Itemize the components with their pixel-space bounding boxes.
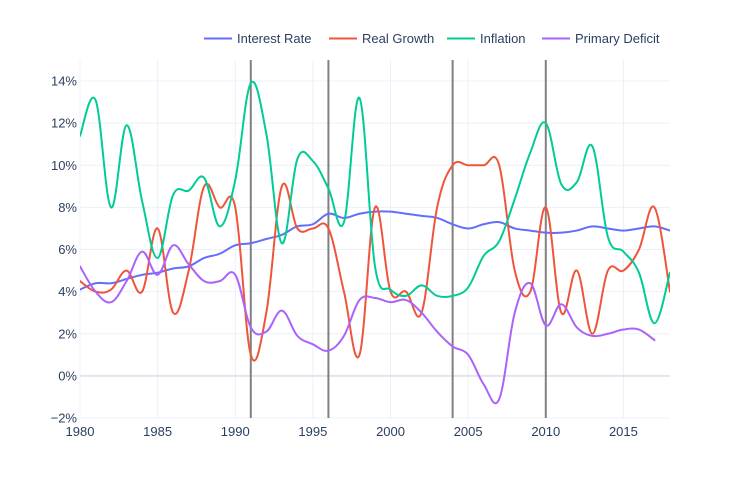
legend[interactable]: Interest Rate Real Growth Inflation Primary… (204, 31, 660, 46)
legend-label: Interest Rate (237, 31, 311, 46)
axes: 1980 1985 1990 1995 2000 2005 2010 2015 −2% 0% 2% 4… (51, 74, 638, 439)
legend-item-real-growth[interactable]: Real Growth (329, 31, 434, 46)
x-tick-label: 1990 (221, 424, 250, 439)
series-line-inflation (80, 80, 670, 325)
legend-item-inflation[interactable]: Inflation (447, 31, 526, 46)
x-tick-label: 2015 (609, 424, 638, 439)
series-line-real-growth (80, 155, 670, 362)
x-tick-label: 1980 (66, 424, 95, 439)
y-tick-label: 2% (58, 326, 77, 341)
legend-item-interest-rate[interactable]: Interest Rate (204, 31, 311, 46)
y-tick-label: 0% (58, 368, 77, 383)
legend-label: Primary Deficit (575, 31, 660, 46)
x-tick-label: 2000 (376, 424, 405, 439)
y-tick-label: 8% (58, 200, 77, 215)
x-tick-label: 1995 (298, 424, 327, 439)
legend-label: Inflation (480, 31, 526, 46)
series-line-interest-rate (80, 210, 670, 291)
series-line-primary-deficit (80, 244, 656, 405)
y-tick-label: 14% (51, 74, 77, 89)
event-markers (249, 60, 547, 418)
legend-label: Real Growth (362, 31, 434, 46)
y-tick-label: 10% (51, 158, 77, 173)
y-tick-label: 12% (51, 116, 77, 131)
x-tick-label: 1985 (143, 424, 172, 439)
x-tick-label: 2010 (531, 424, 560, 439)
x-tick-label: 2005 (454, 424, 483, 439)
grid-lines (79, 60, 670, 419)
y-tick-label: 4% (58, 284, 77, 299)
legend-item-primary-deficit[interactable]: Primary Deficit (542, 31, 660, 46)
y-tick-label: 6% (58, 242, 77, 257)
y-tick-label: −2% (51, 411, 78, 426)
series-lines (80, 80, 670, 405)
